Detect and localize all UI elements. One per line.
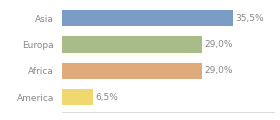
Bar <box>62 63 202 79</box>
Bar <box>62 10 233 26</box>
Bar <box>62 89 93 105</box>
Text: 6,5%: 6,5% <box>95 93 118 102</box>
Text: 29,0%: 29,0% <box>204 40 233 49</box>
Text: 35,5%: 35,5% <box>236 14 264 23</box>
Text: 29,0%: 29,0% <box>204 66 233 75</box>
Bar <box>62 36 202 53</box>
